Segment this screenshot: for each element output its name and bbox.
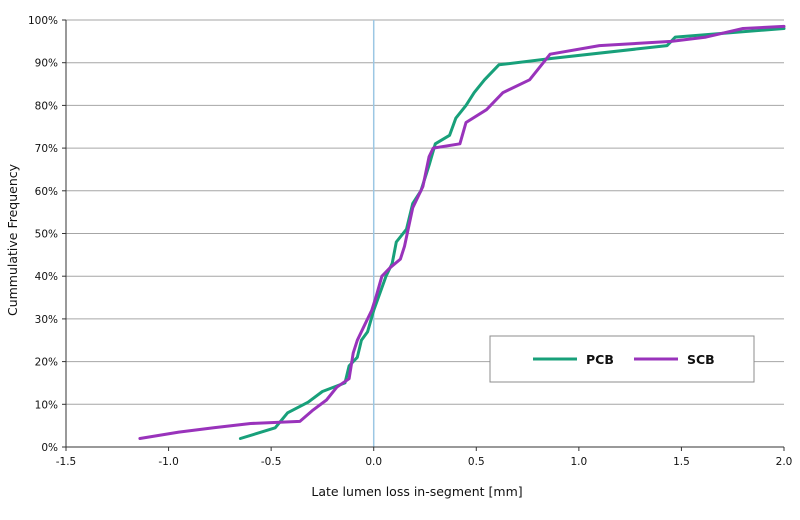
x-tick-label: 1.0	[571, 456, 588, 468]
series-line-scb	[138, 24, 786, 440]
x-tick-label: 2.0	[776, 456, 793, 468]
y-tick-label: 100%	[28, 15, 58, 27]
x-tick-label: 0.0	[365, 456, 382, 468]
axes-layer: 0% 10% 20% 30% 40% 50% 60% 70% 80% 90% 100% -1.5 -1.…	[28, 15, 792, 468]
series-layer	[138, 24, 786, 440]
x-tick-label: 1.5	[673, 456, 690, 468]
x-tick-label: 0.5	[468, 456, 485, 468]
y-tick-label: 50%	[35, 229, 58, 241]
grid-layer	[66, 19, 784, 447]
legend-label-scb: SCB	[687, 352, 715, 367]
y-tick-label: 40%	[35, 271, 58, 283]
y-axis-title: Cummulative Frequency	[5, 163, 20, 316]
legend: PCB SCB	[489, 335, 755, 383]
x-tick-label: -1.0	[158, 456, 179, 468]
x-tick-label: -0.5	[261, 456, 282, 468]
legend-label-pcb: PCB	[586, 352, 614, 367]
y-tick-label: 20%	[35, 357, 58, 369]
y-tick-label: 80%	[35, 100, 58, 112]
y-tick-label: 30%	[35, 314, 58, 326]
x-tick-label: -1.5	[56, 456, 77, 468]
x-axis-title: Late lumen loss in-segment [mm]	[311, 484, 522, 499]
y-tick-label: 0%	[41, 442, 58, 454]
y-tick-label: 90%	[35, 58, 58, 70]
y-tick-label: 10%	[35, 399, 58, 411]
y-tick-label: 60%	[35, 186, 58, 198]
y-tick-label: 70%	[35, 143, 58, 155]
